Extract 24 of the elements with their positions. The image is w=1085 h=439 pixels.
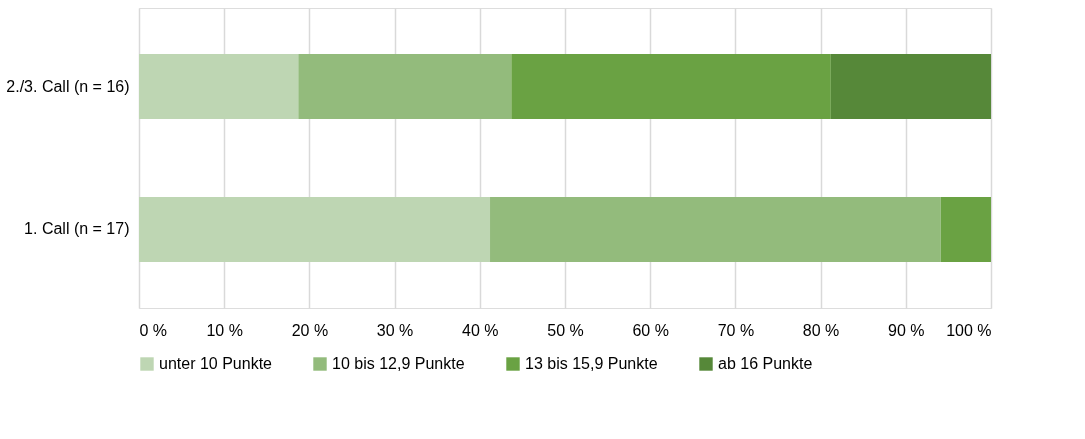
legend-label: unter 10 Punkte [159,355,273,372]
bar [139,196,491,262]
x-tick-label: 30 % [376,321,414,339]
x-tick-label: 70 % [717,321,755,339]
legend-label: ab 16 Punkte [718,355,813,372]
y-tick-label: 1. Call (n = 17) [24,220,130,238]
x-tick-label: 0 % [139,321,168,339]
x-tick-label: 50 % [547,321,584,339]
bar [940,196,991,262]
legend-label: 13 bis 15,9 Punkte [525,355,658,372]
bar [139,54,299,120]
bar [490,196,941,262]
bar [298,54,512,120]
x-tick-label: 100 % [946,321,992,339]
x-tick-label: 80 % [802,321,840,339]
bar [830,54,991,120]
x-tick-label: 20 % [291,321,329,339]
y-tick-label: 2./3. Call (n = 16) [6,77,130,95]
x-tick-label: 40 % [462,321,499,339]
x-tick-label: 10 % [206,321,243,339]
x-tick-label: 60 % [632,321,669,339]
x-tick-label: 90 % [888,321,925,339]
legend-label: 10 bis 12,9 Punkte [332,355,465,372]
bar [511,54,831,120]
